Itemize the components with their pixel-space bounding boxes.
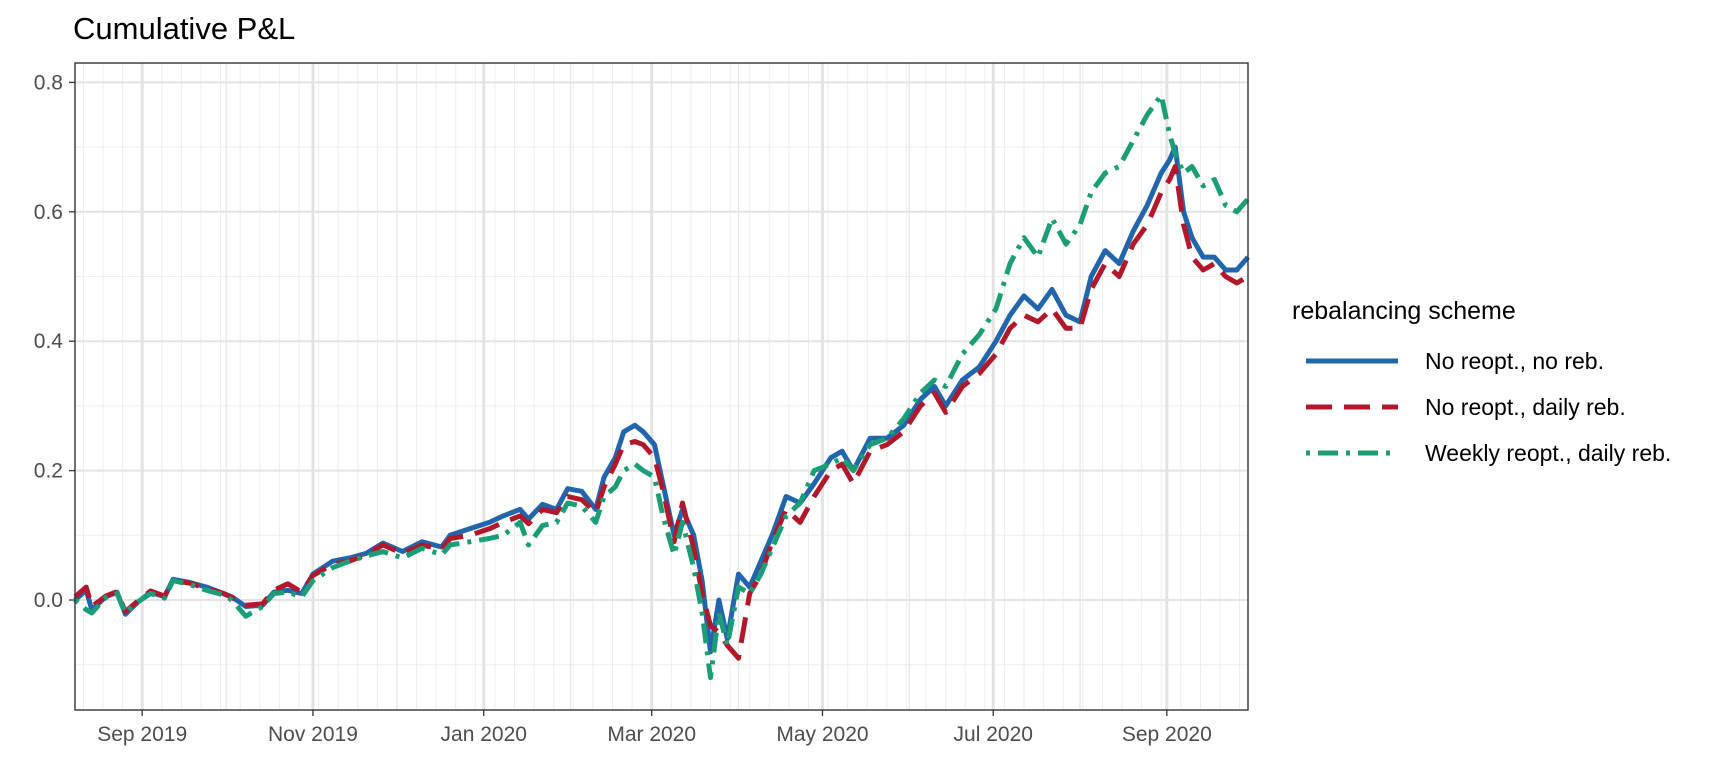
legend-label-1: No reopt., no reb. bbox=[1425, 348, 1604, 374]
y-tick-label: 0.0 bbox=[34, 589, 63, 612]
series-layer bbox=[73, 92, 1250, 681]
x-tick-label: Nov 2019 bbox=[268, 723, 358, 746]
chart-title: Cumulative P&L bbox=[73, 11, 295, 46]
legend: rebalancing scheme No reopt., no reb. No … bbox=[1292, 297, 1671, 466]
x-tick-label: May 2020 bbox=[776, 723, 868, 746]
y-tick-label: 0.4 bbox=[34, 330, 64, 353]
legend-label-3: Weekly reopt., daily reb. bbox=[1425, 440, 1671, 466]
x-tick-label: Jul 2020 bbox=[954, 723, 1033, 746]
x-axis: Sep 2019 Nov 2019 Jan 2020 Mar 2020 May 2020… bbox=[97, 710, 1212, 746]
series-line-3 bbox=[73, 92, 1250, 681]
plot-panel bbox=[75, 63, 1248, 710]
y-tick-label: 0.8 bbox=[34, 71, 63, 94]
y-axis: 0.0 0.2 0.4 0.6 0.8 bbox=[34, 71, 75, 612]
x-tick-label: Sep 2019 bbox=[97, 723, 187, 746]
y-tick-label: 0.2 bbox=[34, 460, 63, 483]
x-tick-label: Jan 2020 bbox=[441, 723, 527, 746]
x-tick-label: Mar 2020 bbox=[607, 723, 696, 746]
legend-title: rebalancing scheme bbox=[1292, 297, 1516, 325]
x-tick-label: Sep 2020 bbox=[1122, 723, 1212, 746]
legend-label-2: No reopt., daily reb. bbox=[1425, 394, 1626, 420]
y-tick-label: 0.6 bbox=[34, 201, 63, 224]
series-line-2 bbox=[73, 164, 1250, 661]
plot-border bbox=[74, 62, 1249, 711]
